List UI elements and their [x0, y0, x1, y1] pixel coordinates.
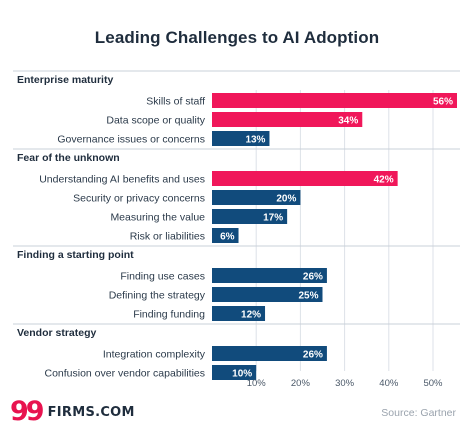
- bar: [212, 306, 266, 321]
- bar: [212, 112, 363, 127]
- group-label: Enterprise maturity: [17, 74, 113, 86]
- category-label: Defining the strategy: [109, 290, 206, 302]
- bar: [212, 93, 457, 108]
- logo-mark: 99: [10, 396, 45, 427]
- x-tick-label: 30%: [335, 378, 355, 389]
- bar: [212, 346, 327, 361]
- bar: [212, 171, 398, 186]
- bar: [212, 365, 257, 380]
- category-label: Security or privacy concerns: [73, 193, 205, 205]
- value-label: 6%: [220, 232, 235, 243]
- value-label: 25%: [298, 291, 318, 302]
- value-label: 56%: [433, 97, 453, 108]
- category-label: Data scope or quality: [106, 115, 205, 127]
- x-tick-label: 50%: [423, 378, 443, 389]
- value-label: 42%: [374, 175, 394, 186]
- logo: 99 FIRMS.COM: [10, 396, 135, 427]
- group-label: Vendor strategy: [17, 327, 97, 339]
- category-label: Risk or liabilities: [130, 231, 205, 243]
- source-note: Source: Gartner: [381, 407, 456, 419]
- x-tick-label: 20%: [291, 378, 311, 389]
- value-label: 20%: [276, 194, 296, 205]
- category-label: Understanding AI benefits and uses: [39, 174, 205, 186]
- category-label: Integration complexity: [103, 349, 206, 361]
- group-label: Fear of the unknown: [17, 152, 120, 164]
- value-label: 34%: [338, 116, 358, 127]
- value-label: 17%: [263, 213, 283, 224]
- category-label: Confusion over vendor capabilities: [44, 368, 205, 380]
- value-label: 10%: [232, 369, 252, 380]
- bar: [212, 287, 323, 302]
- value-label: 13%: [245, 135, 265, 146]
- value-label: 26%: [303, 272, 323, 283]
- bar: [212, 131, 270, 146]
- value-label: 26%: [303, 350, 323, 361]
- value-label: 12%: [241, 310, 261, 321]
- category-label: Measuring the value: [110, 212, 205, 224]
- x-tick-label: 40%: [379, 378, 399, 389]
- group-label: Finding a starting point: [17, 249, 134, 261]
- bar: [212, 209, 288, 224]
- bar: [212, 228, 239, 243]
- chart-title: Leading Challenges to AI Adoption: [94, 28, 380, 47]
- category-label: Finding funding: [133, 309, 205, 321]
- category-label: Finding use cases: [120, 271, 205, 283]
- bar: [212, 268, 327, 283]
- category-label: Governance issues or concerns: [57, 134, 205, 146]
- logo-text: FIRMS.COM: [47, 404, 135, 420]
- category-label: Skills of staff: [146, 96, 205, 108]
- bar: [212, 190, 301, 205]
- x-tick-label: 10%: [247, 378, 267, 389]
